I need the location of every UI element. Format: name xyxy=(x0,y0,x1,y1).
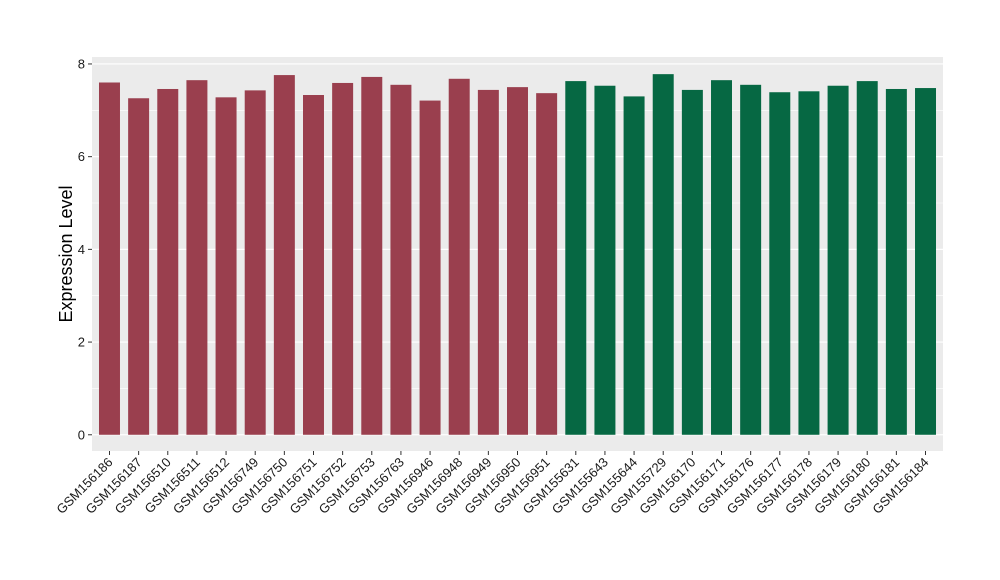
bar xyxy=(98,82,120,435)
bar xyxy=(390,84,412,435)
y-tick-label: 2 xyxy=(78,335,85,350)
y-axis: 0 2 4 6 8 xyxy=(78,56,92,442)
bar xyxy=(769,92,791,435)
bar xyxy=(448,78,470,435)
bar xyxy=(681,89,703,435)
bar xyxy=(536,93,558,435)
bar xyxy=(711,80,732,435)
y-tick-label: 6 xyxy=(78,149,85,164)
bar xyxy=(332,82,354,435)
bar xyxy=(915,88,937,435)
bar xyxy=(623,96,645,435)
bar xyxy=(273,75,295,435)
bar xyxy=(740,84,762,435)
bar xyxy=(594,85,616,435)
bar xyxy=(361,76,383,435)
bar xyxy=(856,81,878,435)
bar xyxy=(157,88,179,435)
bar xyxy=(477,89,499,435)
bar xyxy=(215,97,237,435)
bar xyxy=(565,81,587,435)
bar xyxy=(652,74,674,435)
bar xyxy=(303,95,324,435)
y-tick-label: 4 xyxy=(78,242,85,257)
bar xyxy=(128,98,150,435)
bar xyxy=(507,87,528,435)
x-axis: GSM156186GSM156187GSM156510GSM156511GSM1… xyxy=(53,451,932,517)
bar xyxy=(885,88,907,435)
bar xyxy=(419,100,441,435)
bar xyxy=(827,85,849,435)
y-axis-title: Expression Level xyxy=(56,185,76,322)
bar xyxy=(798,91,820,435)
y-tick-label: 0 xyxy=(78,427,85,442)
bar xyxy=(186,80,208,435)
bars-layer xyxy=(98,74,937,435)
bar xyxy=(244,90,266,435)
y-tick-label: 8 xyxy=(78,56,85,71)
